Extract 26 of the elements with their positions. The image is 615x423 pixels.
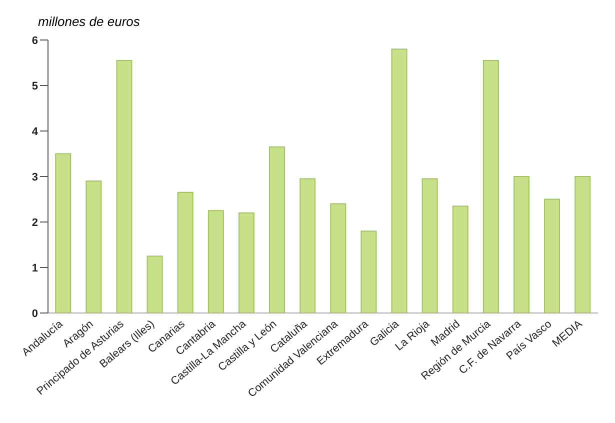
bar <box>513 176 530 313</box>
bar <box>391 48 408 313</box>
bar <box>55 153 72 313</box>
y-tick-label: 2 <box>32 216 38 229</box>
bar <box>86 180 102 313</box>
bar <box>452 206 468 313</box>
bar <box>177 192 194 313</box>
bar <box>422 178 438 313</box>
bar <box>238 212 254 313</box>
bar <box>116 60 132 313</box>
bar <box>300 178 316 313</box>
y-tick-label: 5 <box>32 80 38 92</box>
y-tick-label: 3 <box>32 171 38 184</box>
bar <box>360 230 377 313</box>
y-axis-title: millones de euros <box>38 14 140 29</box>
y-tick-label: 1 <box>32 262 38 274</box>
bar <box>208 210 224 313</box>
bar <box>544 198 560 313</box>
bar <box>146 256 163 313</box>
y-tick-label: 4 <box>32 126 39 138</box>
y-tick-label: 6 <box>32 34 38 47</box>
bar <box>482 60 499 313</box>
y-tick-label: 0 <box>32 308 38 320</box>
bar <box>574 176 591 313</box>
bar <box>269 146 286 313</box>
bar <box>330 203 346 313</box>
